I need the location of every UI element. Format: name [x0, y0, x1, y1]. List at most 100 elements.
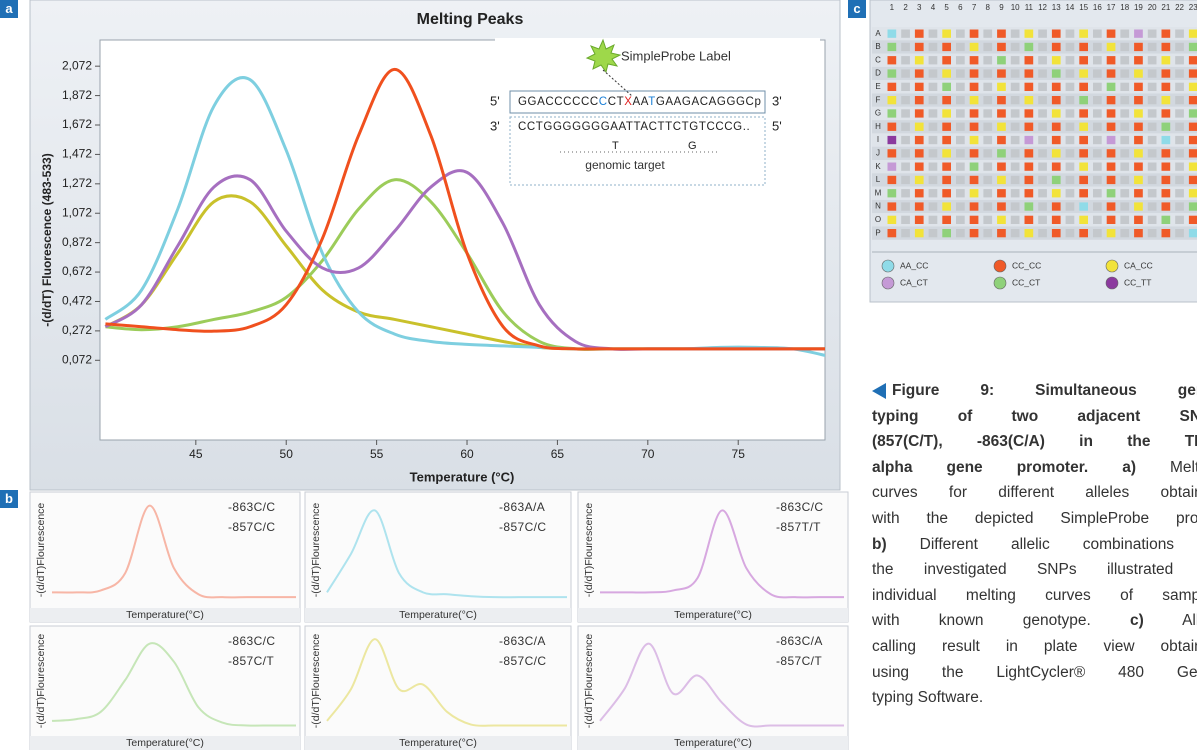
well	[1052, 149, 1061, 157]
plate-column-label: 13	[1052, 3, 1061, 12]
caption-text: Different allelic combinations of	[887, 536, 1197, 553]
well	[1025, 163, 1034, 171]
well	[888, 109, 897, 117]
well	[1093, 176, 1102, 184]
well	[1052, 30, 1061, 38]
well	[1175, 43, 1184, 51]
well	[1162, 83, 1171, 91]
well	[1134, 136, 1143, 144]
well	[1066, 216, 1075, 224]
well	[1052, 176, 1061, 184]
well	[970, 56, 979, 64]
well	[1120, 216, 1129, 224]
caption-text: Figure 9: Simultaneous geno-	[892, 382, 1197, 399]
well	[997, 229, 1006, 237]
well	[888, 30, 897, 38]
well	[915, 216, 924, 224]
well	[901, 163, 910, 171]
well	[1134, 109, 1143, 117]
well	[1093, 202, 1102, 210]
well	[970, 43, 979, 51]
plate-column-label: 21	[1161, 3, 1170, 12]
plate-column-label: 16	[1093, 3, 1102, 12]
well	[1066, 96, 1075, 104]
sequence-part: X	[624, 96, 632, 108]
well	[1175, 109, 1184, 117]
well	[888, 123, 897, 131]
well	[915, 56, 924, 64]
sequence-part: GAAGACAGGGCp	[656, 96, 762, 108]
page: abcMelting Peaks2,0721,8721,6721,4721,27…	[0, 0, 1197, 750]
well	[1038, 202, 1047, 210]
caption-line: b) Different allelic combinations of	[872, 532, 1197, 558]
y-tick-label: 1,272	[62, 176, 92, 190]
well	[1148, 163, 1157, 171]
well	[970, 229, 979, 237]
well	[1189, 30, 1197, 38]
legend-swatch	[882, 277, 894, 289]
well	[1038, 30, 1047, 38]
well	[1148, 83, 1157, 91]
plate-column-label: 1	[890, 3, 895, 12]
legend-label: AA_CC	[900, 260, 928, 270]
legend-swatch	[882, 260, 894, 272]
plate-row-label: G	[875, 109, 881, 118]
well	[1175, 163, 1184, 171]
well	[956, 56, 965, 64]
caption-text: (857(C/T), -863(C/A) in the TNF-	[872, 433, 1197, 450]
caption-line: individual melting curves of samples	[872, 583, 1197, 609]
well	[1134, 216, 1143, 224]
well	[1011, 149, 1020, 157]
well	[997, 202, 1006, 210]
legend-swatch	[994, 277, 1006, 289]
well	[1038, 176, 1047, 184]
well	[1107, 123, 1116, 131]
well	[1120, 229, 1129, 237]
well	[1148, 216, 1157, 224]
well	[997, 30, 1006, 38]
well	[915, 136, 924, 144]
y-axis-label: -(d/dT)Flourescence	[310, 503, 322, 598]
well	[997, 216, 1006, 224]
well	[1038, 56, 1047, 64]
well	[1025, 56, 1034, 64]
well	[1134, 56, 1143, 64]
plate-column-label: 22	[1175, 3, 1184, 12]
well	[956, 163, 965, 171]
well	[1175, 149, 1184, 157]
well	[929, 149, 938, 157]
well	[970, 109, 979, 117]
well	[1079, 30, 1088, 38]
well	[1189, 69, 1197, 77]
well	[942, 30, 951, 38]
well	[1134, 96, 1143, 104]
well	[1175, 96, 1184, 104]
x-tick-label: 45	[189, 447, 203, 461]
well	[1093, 163, 1102, 171]
sequence-part: C	[599, 96, 608, 108]
caption-line: Figure 9: Simultaneous geno-	[872, 378, 1197, 404]
well	[1162, 56, 1171, 64]
well	[1066, 123, 1075, 131]
well	[956, 43, 965, 51]
well	[1052, 69, 1061, 77]
well	[1189, 189, 1197, 197]
well	[956, 123, 965, 131]
well	[1093, 136, 1102, 144]
caption-line: alpha gene promoter. a) Melting	[872, 455, 1197, 481]
legend-swatch	[994, 260, 1006, 272]
well	[915, 30, 924, 38]
well	[1107, 176, 1116, 184]
well	[983, 96, 992, 104]
caption-line: the investigated SNPs illustrated by	[872, 557, 1197, 583]
probe-sequence: GGACCCCCCCCTXAATGAAGACAGGGCp	[518, 96, 761, 108]
well	[942, 136, 951, 144]
well	[1025, 136, 1034, 144]
y-tick-label: 1,872	[62, 88, 92, 102]
legend-label: CC_CT	[1012, 277, 1040, 287]
strand-end: 5'	[772, 118, 782, 133]
caption-text: c)	[1130, 612, 1144, 629]
well	[970, 123, 979, 131]
well	[1189, 229, 1197, 237]
well	[1093, 69, 1102, 77]
